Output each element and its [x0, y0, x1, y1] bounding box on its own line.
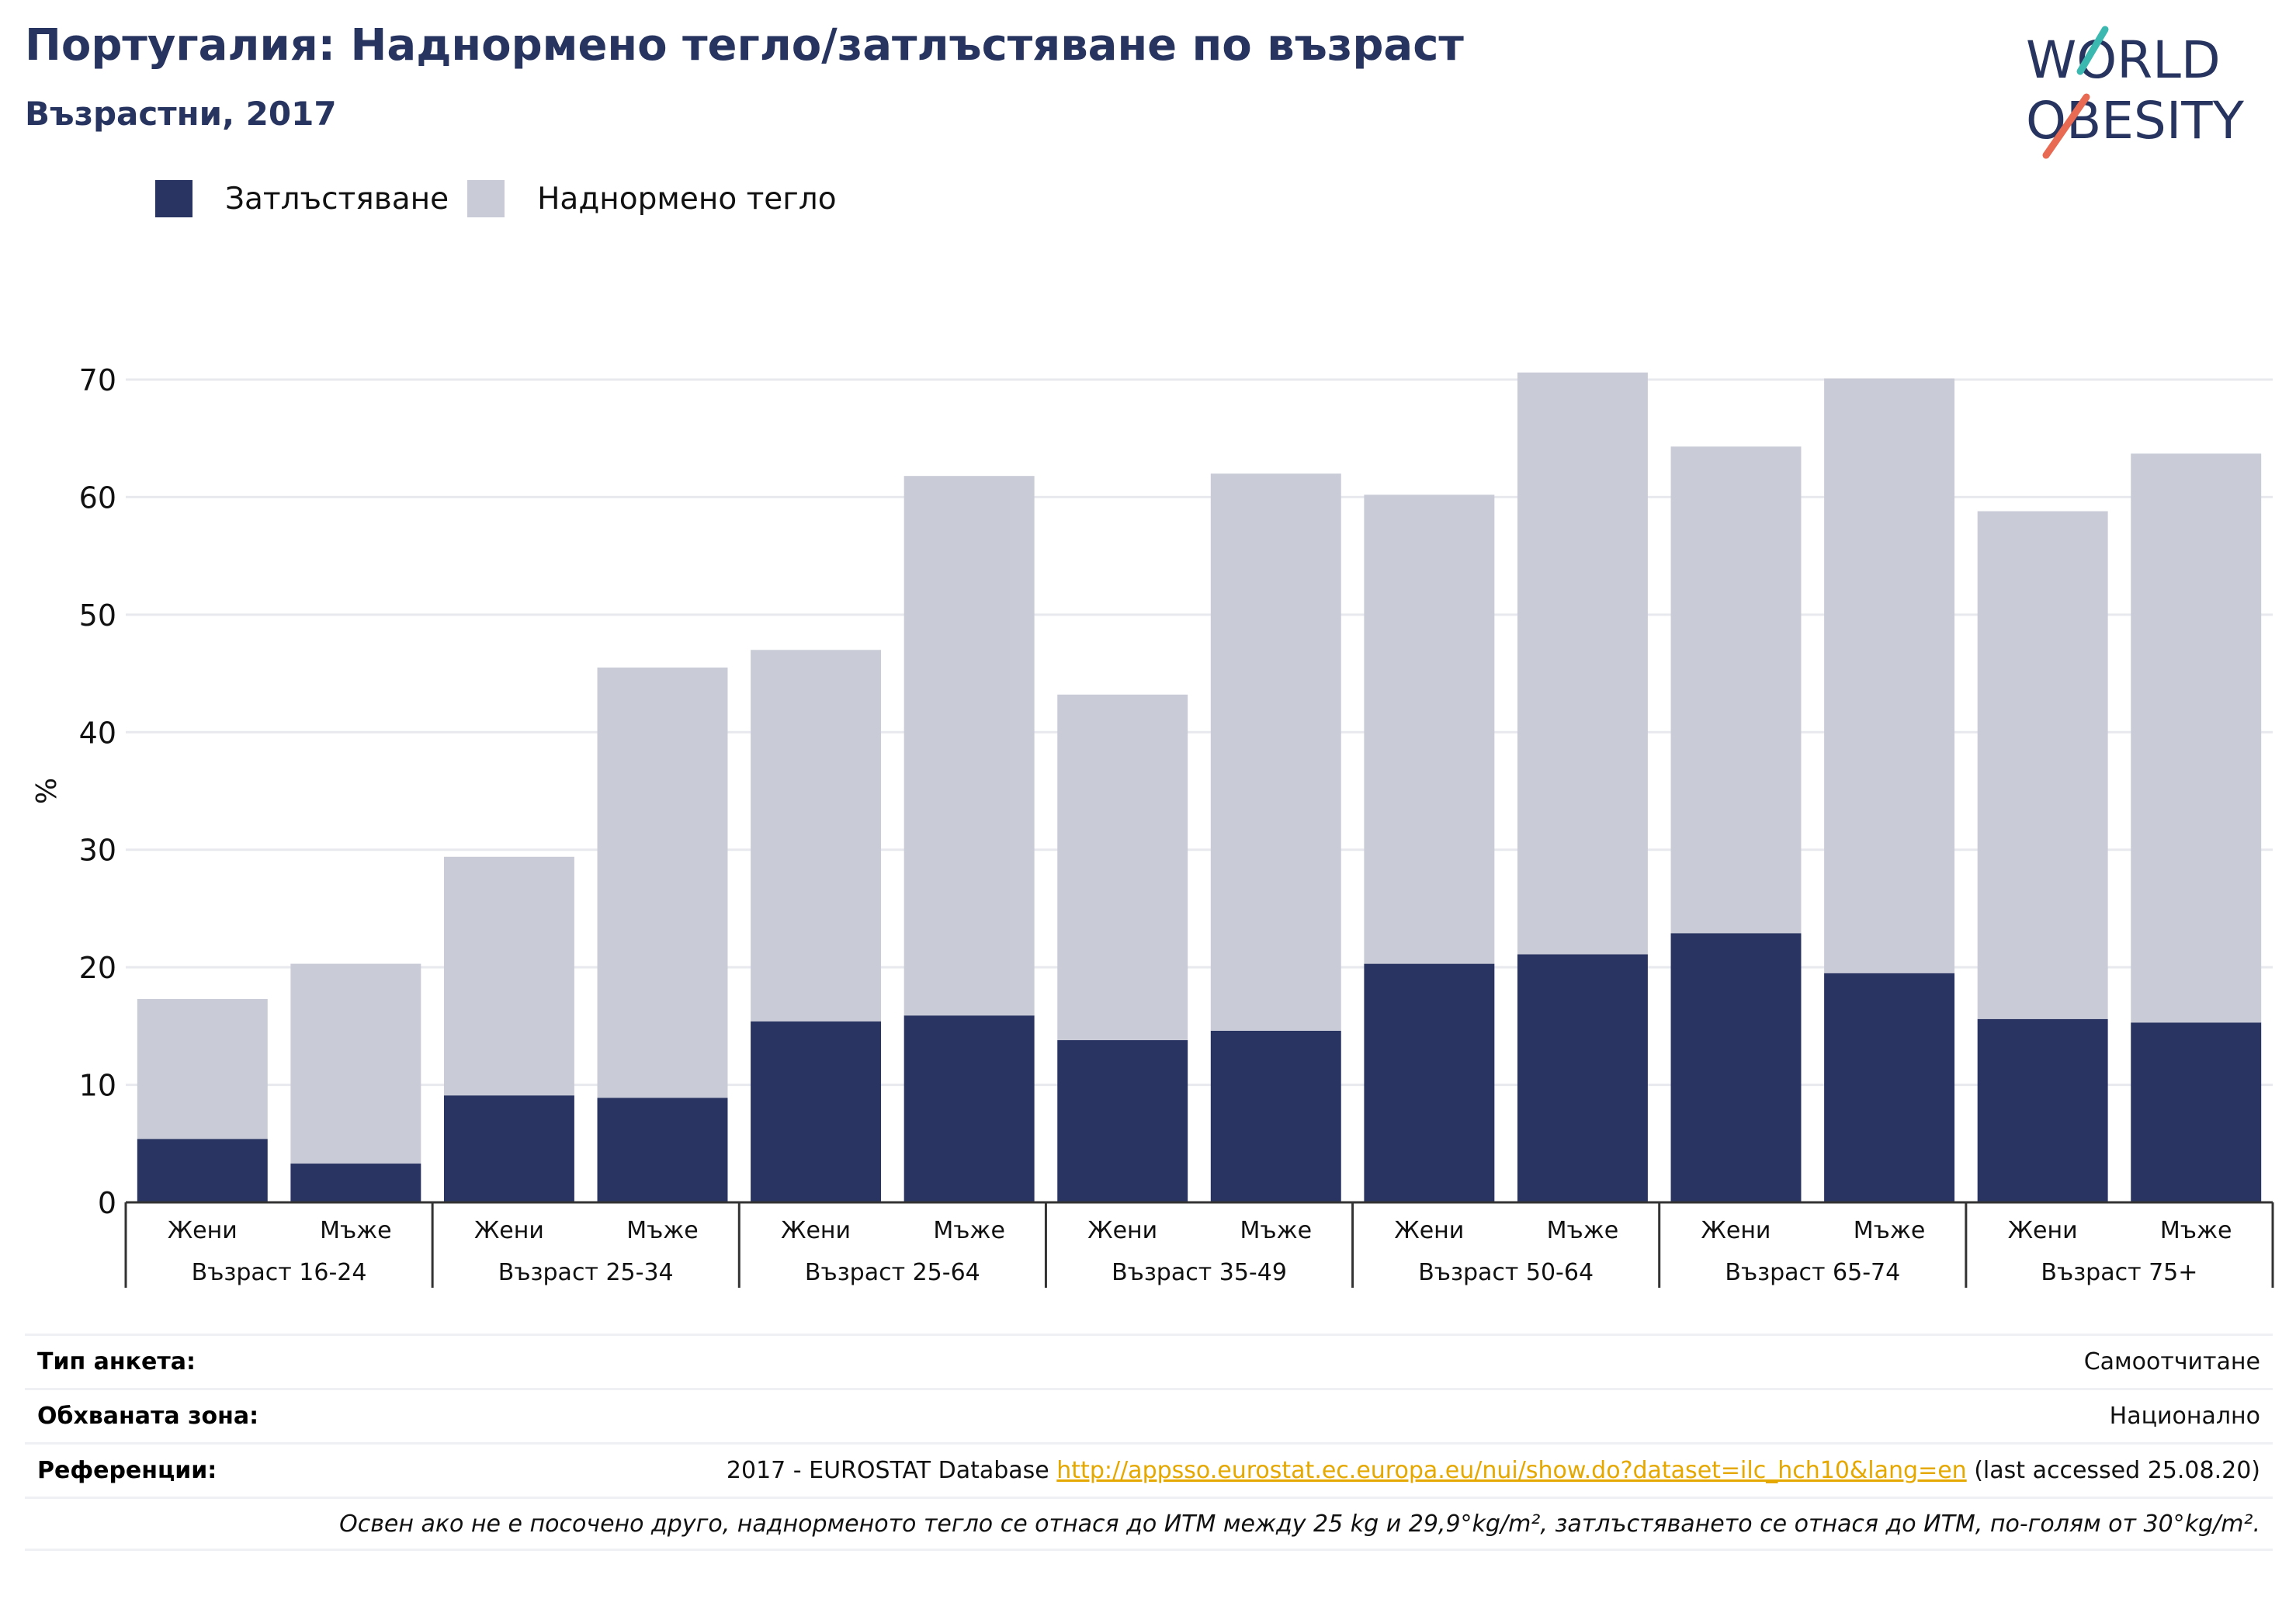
x-tick-label-sex: Мъже [933, 1217, 1005, 1244]
y-tick-label: 40 [79, 716, 116, 750]
area-value: Национално [2109, 1403, 2260, 1430]
x-group-label: Възраст 50-64 [1418, 1259, 1594, 1286]
x-tick-label-sex: Жени [2008, 1217, 2078, 1244]
x-tick-label-sex: Мъже [1854, 1217, 1926, 1244]
x-tick-label-sex: Жени [1087, 1217, 1157, 1244]
chart-title: Португалия: Наднормено тегло/затлъстяван… [25, 20, 1464, 71]
logo-line-1: WORLD [2026, 30, 2221, 90]
bar-obesity [751, 1021, 882, 1202]
bar-obesity [1670, 933, 1802, 1202]
bar-obesity [1824, 973, 1955, 1202]
x-tick-label-sex: Жени [474, 1217, 544, 1244]
x-tick-label-sex: Мъже [320, 1217, 392, 1244]
bar-overweight [290, 963, 421, 1164]
logo-line-2: OBESITY [2026, 91, 2245, 151]
y-tick-label: 70 [79, 363, 116, 397]
bar-overweight [443, 856, 574, 1096]
footnote: Освен ако не е посочено друго, наднормен… [339, 1510, 2260, 1538]
references-link[interactable]: http://appsso.eurostat.ec.europa.eu/nui/… [1056, 1457, 1967, 1484]
legend-label-overweight: Наднормено тегло [537, 181, 837, 217]
bar-overweight [1210, 473, 1341, 1031]
x-group-label: Възраст 16-24 [192, 1259, 367, 1286]
references-prefix: 2017 - EUROSTAT Database [726, 1457, 1057, 1484]
x-group-label: Възраст 25-64 [805, 1259, 980, 1286]
legend-label-obesity: Затлъстяване [225, 181, 449, 217]
x-group-label: Възраст 35-49 [1112, 1259, 1287, 1286]
x-tick-label-sex: Мъже [626, 1217, 699, 1244]
legend-swatch-obesity [155, 180, 192, 217]
bar-obesity [2131, 1022, 2262, 1202]
y-tick-label: 30 [79, 834, 116, 868]
bar-obesity [443, 1095, 574, 1202]
stacked-bar-chart: 0 10 20 30 40 50 60 70% Жени Мъже Жени Мъже Жени Мъже… [31, 363, 2274, 1288]
y-tick-label: 10 [79, 1069, 116, 1103]
chart-legend: Затлъстяване Наднормено тегло [155, 177, 855, 220]
world-obesity-logo: WORLD OBESITY [2026, 26, 2245, 159]
area-label: Обхваната зона: [37, 1403, 259, 1430]
y-tick-label: 0 [98, 1186, 116, 1220]
bar-obesity [1057, 1040, 1188, 1202]
y-tick-label: 50 [79, 598, 116, 633]
bar-overweight [1517, 372, 1648, 955]
x-tick-label-sex: Жени [168, 1217, 238, 1244]
bar-overweight [597, 668, 728, 1098]
legend-swatch-overweight [467, 180, 505, 217]
footer-row-survey: Тип анкета: Самоотчитане [25, 1334, 2273, 1388]
bar-overweight [2131, 453, 2262, 1023]
x-tick-label-sex: Мъже [2160, 1217, 2232, 1244]
bar-obesity [903, 1015, 1035, 1202]
x-group-label: Възраст 25-34 [498, 1259, 674, 1286]
bar-obesity [1210, 1030, 1341, 1202]
bar-obesity [1517, 954, 1648, 1202]
bar-obesity [290, 1164, 421, 1202]
legend-item-obesity: Затлъстяване [155, 180, 449, 217]
bar-overweight [1824, 378, 1955, 973]
bar-overweight [1364, 494, 1495, 964]
x-tick-label-sex: Мъже [1240, 1217, 1312, 1244]
bar-overweight [751, 650, 882, 1021]
x-group-label: Възраст 65-74 [1725, 1259, 1900, 1286]
footer-row-references: Референции: 2017 - EUROSTAT Database htt… [25, 1442, 2273, 1497]
bar-overweight [1977, 511, 2108, 1019]
survey-type-label: Тип анкета: [37, 1348, 196, 1375]
bar-overweight [137, 999, 268, 1139]
legend-item-overweight: Наднормено тегло [467, 180, 837, 217]
footer-row-note: Освен ако не е посочено друго, наднормен… [25, 1497, 2273, 1551]
bar-overweight [1057, 694, 1188, 1041]
references-value: 2017 - EUROSTAT Database http://appsso.e… [727, 1457, 2260, 1484]
y-axis-label: % [31, 778, 63, 804]
x-tick-label-sex: Жени [781, 1217, 851, 1244]
references-suffix: (last accessed 25.08.20) [1966, 1457, 2260, 1484]
bar-obesity [137, 1139, 268, 1202]
chart-subtitle: Възрастни, 2017 [25, 95, 337, 133]
survey-type-value: Самоотчитане [2083, 1348, 2260, 1375]
bar-overweight [903, 476, 1035, 1016]
y-tick-label: 20 [79, 951, 116, 985]
x-tick-label-sex: Мъже [1547, 1217, 1619, 1244]
bar-obesity [597, 1098, 728, 1202]
bar-obesity [1977, 1018, 2108, 1202]
footer-row-area: Обхваната зона: Национално [25, 1388, 2273, 1442]
x-group-label: Възраст 75+ [2041, 1259, 2197, 1286]
references-label: Референции: [37, 1457, 217, 1484]
x-tick-label-sex: Жени [1701, 1217, 1771, 1244]
y-tick-label: 60 [79, 480, 116, 515]
bar-overweight [1670, 446, 1802, 934]
bar-obesity [1364, 963, 1495, 1202]
x-tick-label-sex: Жени [1394, 1217, 1464, 1244]
chart-footer: Тип анкета: Самоотчитане Обхваната зона:… [25, 1334, 2273, 1551]
